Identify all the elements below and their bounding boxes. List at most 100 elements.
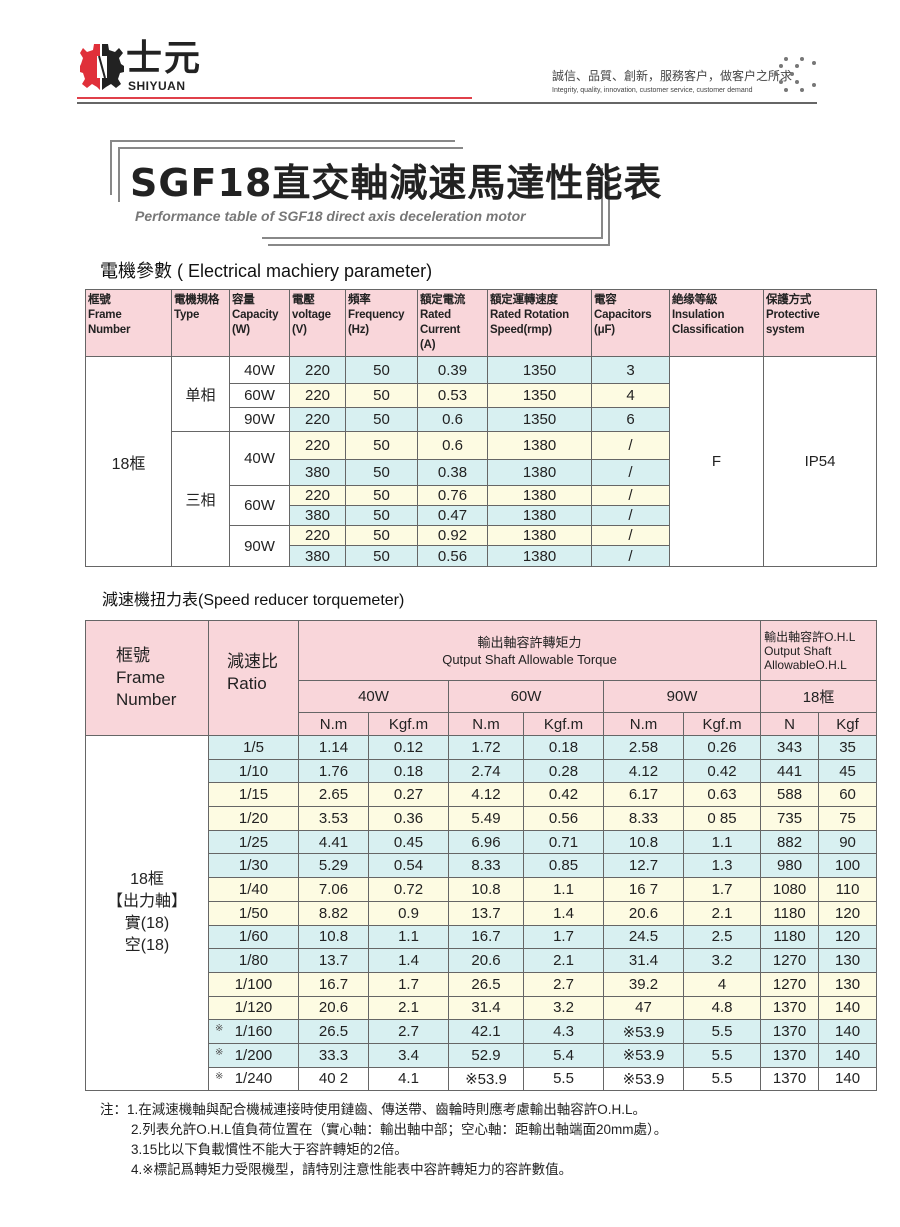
value-cell: 31.4 — [603, 948, 684, 973]
cell-f: 50 — [345, 459, 418, 486]
cell-v: 220 — [289, 407, 346, 432]
value-cell: 130 — [818, 971, 878, 997]
capacity-cell: 60W — [229, 383, 290, 408]
cell-f: 50 — [345, 525, 418, 546]
capacity-cell: 40W — [229, 356, 290, 384]
header-line: 絶缘等級 — [672, 294, 718, 306]
value-cell: 1.4 — [368, 948, 449, 973]
torque-row: 1/100 16.7 1.7 26.5 2.7 39.2 4 1270 130 — [86, 971, 878, 997]
header-power-40w: 40W — [298, 680, 449, 713]
value-cell: 882 — [760, 829, 820, 855]
unit-header: N — [760, 712, 820, 736]
header-line: (W) — [232, 324, 250, 336]
value-cell: 26.5 — [298, 1019, 369, 1044]
value-cell: 45 — [818, 758, 878, 784]
ratio-value: 1/25 — [238, 833, 269, 851]
value-cell: 0 85 — [682, 806, 762, 831]
value-cell: 0.85 — [523, 853, 604, 879]
value-cell: 20.6 — [298, 995, 369, 1021]
torque-row: 1/30 5.29 0.54 8.33 0.85 12.7 1.3 980 100 — [86, 853, 878, 879]
ratio-cell: 1/25 — [208, 829, 299, 855]
value-cell: 0.36 — [368, 806, 449, 831]
electrical-header-6: 額定運轉速度 Rated Rotation Speed(rmp) — [487, 289, 592, 357]
value-cell: 1370 — [760, 1042, 820, 1068]
value-cell: 0.42 — [523, 782, 604, 808]
electrical-row: 18框 单相 40W 220 50 0.39 1350 3 F IP54 — [85, 356, 877, 567]
torque-section-title: 減速機扭力表(Speed reducer torquemeter) — [102, 592, 405, 609]
value-cell: 5.49 — [448, 806, 524, 831]
header-power-60w: 60W — [448, 680, 604, 713]
frame-label-line: 【出力軸】 — [106, 893, 187, 911]
notes: 注：1.在減速機軸與配合機械連接時使用鏈齒、傳送帶、齒輪時則應考慮輸出軸容許O.… — [100, 1100, 667, 1180]
value-cell: 1.7 — [368, 971, 449, 997]
electrical-header-2: 容量 Capacity (W) — [229, 289, 290, 357]
cell-f: 50 — [345, 545, 418, 567]
protection-cell: IP54 — [763, 356, 877, 567]
electrical-row: 380 50 0.38 1380/ — [86, 459, 877, 486]
value-cell: 120 — [818, 924, 878, 950]
value-cell: 1370 — [760, 1066, 820, 1092]
header-line: Rated Rotation — [490, 309, 569, 321]
header-line: 額定運轉速度 — [490, 294, 558, 306]
value-cell: 1.14 — [298, 735, 369, 760]
value-cell: 3.2 — [682, 948, 762, 973]
capacity-cell: 90W — [229, 525, 290, 567]
ratio-value: 1/80 — [238, 952, 269, 970]
value-cell: 5.5 — [682, 1066, 762, 1092]
cell-c: 3 — [591, 356, 670, 384]
value-cell: 35 — [818, 735, 878, 760]
ratio-value: 1/100 — [234, 975, 273, 993]
header-line: Insulation — [672, 309, 725, 321]
cell-f: 50 — [345, 505, 418, 526]
value-cell: 0.72 — [368, 877, 449, 902]
value-cell: 16.7 — [298, 971, 369, 997]
capacity-cell: 60W — [229, 485, 290, 526]
value-cell: 980 — [760, 853, 820, 879]
cell-v: 380 — [289, 505, 346, 526]
value-cell: 1.1 — [523, 877, 604, 902]
value-cell: 2.1 — [368, 995, 449, 1021]
cell-a: 0.6 — [417, 431, 488, 460]
ratio-cell: 1/5 — [208, 735, 299, 760]
value-cell: 10.8 — [298, 924, 369, 950]
ratio-cell: 1/30 — [208, 853, 299, 879]
value-cell: 7.06 — [298, 877, 369, 902]
frame-label-line: 實(18) — [124, 915, 170, 933]
value-cell: 110 — [818, 877, 878, 902]
insulation-cell: F — [669, 356, 764, 567]
torque-row: 1/25 4.41 0.45 6.96 0.71 10.8 1.1 882 90 — [86, 829, 878, 855]
cell-s: 1380 — [487, 505, 592, 526]
cell-v: 380 — [289, 459, 346, 486]
value-cell: 6.96 — [448, 829, 524, 855]
unit-header: Kgf.m — [682, 712, 762, 736]
ratio-cell: 1/40 — [208, 877, 299, 902]
value-cell: 2.65 — [298, 782, 369, 808]
ratio-cell: 1/15 — [208, 782, 299, 808]
cell-f: 50 — [345, 485, 418, 506]
value-cell: 3.4 — [368, 1042, 449, 1068]
header-line: 電容 — [594, 294, 617, 306]
value-cell: 0.27 — [368, 782, 449, 808]
value-cell: 52.9 — [448, 1042, 524, 1068]
cell-f: 50 — [345, 431, 418, 460]
value-cell: 120 — [818, 900, 878, 926]
value-cell: 40 2 — [298, 1066, 369, 1092]
note-2: 2.列表允許O.H.L值負荷位置在（實心軸：輸出軸中部；空心軸：距輸出軸端面20… — [131, 1122, 668, 1137]
slogan-en: Integrity, quality, innovation, customer… — [552, 87, 753, 94]
value-cell: 16.7 — [448, 924, 524, 950]
slogan-cn: 誠信、品質、創新，服務客户，做客户之所求 — [552, 69, 793, 83]
frame-label-line: 18框 — [130, 871, 164, 889]
electrical-header-5: 額定電流 Rated Current (A) — [417, 289, 488, 357]
value-cell: 1.1 — [368, 924, 449, 950]
value-cell: 5.4 — [523, 1042, 604, 1068]
value-cell: ※53.9 — [603, 1019, 684, 1044]
value-cell: 90 — [818, 829, 878, 855]
cell-a: 0.6 — [417, 407, 488, 432]
capacity-cell: 40W — [229, 431, 290, 486]
torque-row: 1/50 8.82 0.9 13.7 1.4 20.6 2.1 1180 120 — [86, 900, 878, 926]
value-cell: 10.8 — [448, 877, 524, 902]
header-line: voltage — [292, 309, 331, 321]
header-allowable-torque: 輸出軸容許轉矩力 Qutput Shaft Allowable Torque — [297, 620, 762, 681]
value-cell: 140 — [818, 1019, 878, 1044]
value-cell: 0.71 — [523, 829, 604, 855]
